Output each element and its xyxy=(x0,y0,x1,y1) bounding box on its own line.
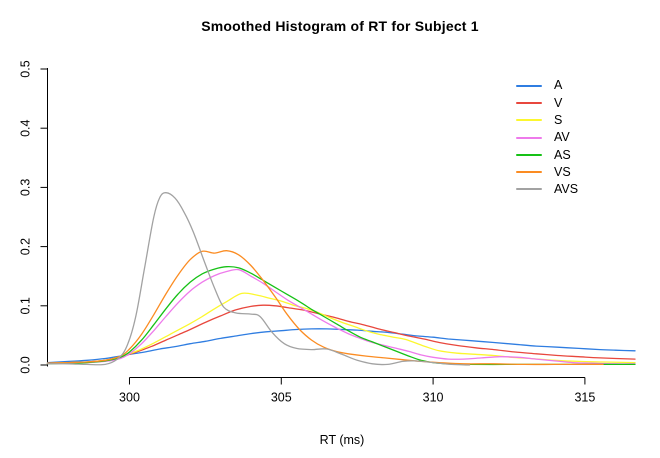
legend-label: S xyxy=(554,112,563,127)
y-tick-label: 0.0 xyxy=(18,356,32,373)
legend-line-swatch xyxy=(516,136,542,139)
series-line-S xyxy=(46,292,636,364)
series-line-VS xyxy=(46,250,604,366)
legend-line-swatch xyxy=(516,171,542,174)
chart-title: Smoothed Histogram of RT for Subject 1 xyxy=(201,18,479,34)
legend: A V S AV AS VS AVS xyxy=(516,77,578,198)
legend-line-swatch xyxy=(516,101,542,104)
series-line-V xyxy=(46,304,636,364)
y-tick-label: 0.2 xyxy=(18,238,32,255)
series-line-AV xyxy=(46,268,636,365)
x-axis-title: RT (ms) xyxy=(319,433,365,447)
x-tick-label: 315 xyxy=(574,391,595,405)
y-tick-label: 0.5 xyxy=(18,60,32,77)
legend-item-AS: AS xyxy=(516,146,578,163)
y-tick-label: 0.3 xyxy=(18,179,32,196)
legend-item-S: S xyxy=(516,112,578,129)
y-tick-label: 0.1 xyxy=(18,297,32,314)
legend-label: A xyxy=(554,78,563,93)
series-line-A xyxy=(46,328,636,364)
legend-item-V: V xyxy=(516,94,578,111)
legend-item-AVS: AVS xyxy=(516,181,578,198)
series-line-AVS xyxy=(46,192,471,366)
legend-item-AV: AV xyxy=(516,129,578,146)
legend-item-VS: VS xyxy=(516,163,578,180)
legend-label: V xyxy=(554,95,563,110)
x-tick-label: 310 xyxy=(423,391,444,405)
legend-item-A: A xyxy=(516,77,578,94)
legend-line-swatch xyxy=(516,153,542,156)
x-tick-label: 300 xyxy=(119,391,140,405)
legend-line-swatch xyxy=(516,188,542,191)
x-tick-label: 305 xyxy=(271,391,292,405)
legend-label: AS xyxy=(554,147,571,162)
legend-label: VS xyxy=(554,164,571,179)
legend-line-swatch xyxy=(516,84,542,87)
legend-line-swatch xyxy=(516,119,542,122)
legend-label: AVS xyxy=(554,182,579,197)
legend-label: AV xyxy=(554,130,570,145)
y-tick-label: 0.4 xyxy=(18,119,32,136)
